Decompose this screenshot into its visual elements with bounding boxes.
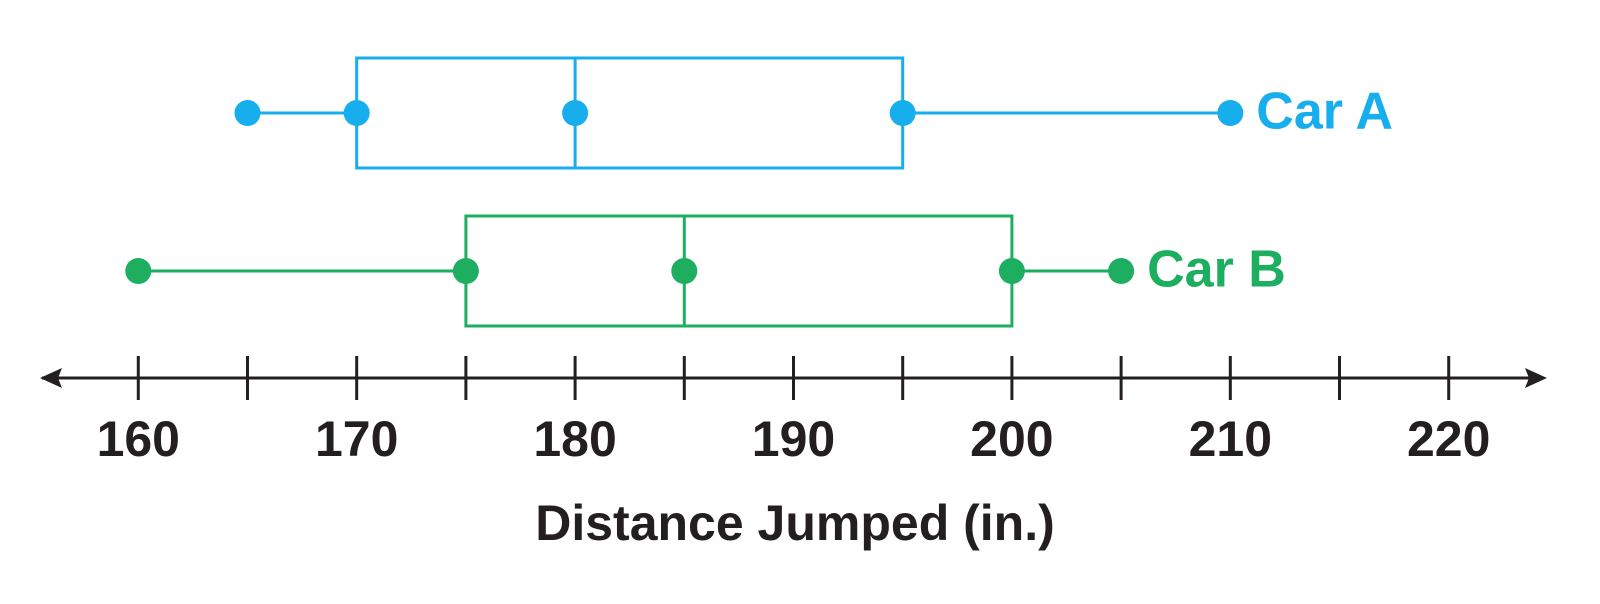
x-tick-label: 190 (752, 411, 835, 467)
box (355, 56, 905, 170)
axis-arrow-right (1525, 368, 1547, 388)
x-tick-label: 220 (1407, 411, 1490, 467)
point (998, 258, 1025, 284)
x-tick-label: 160 (97, 411, 180, 467)
point (1217, 100, 1244, 126)
box (464, 214, 1014, 328)
x-tick-label: 180 (533, 411, 616, 467)
point (1108, 258, 1135, 284)
point (889, 100, 916, 126)
axis-arrow-left (40, 368, 62, 388)
series-label: Car B (1147, 241, 1286, 299)
series-label: Car A (1256, 83, 1393, 141)
x-tick-label: 200 (970, 411, 1053, 467)
point (125, 258, 152, 284)
x-tick-label: 170 (315, 411, 398, 467)
point (562, 100, 589, 126)
point (234, 100, 261, 126)
point (343, 100, 370, 126)
x-axis-label: Distance Jumped (in.) (535, 495, 1055, 551)
x-tick-label: 210 (1189, 411, 1272, 467)
point (452, 258, 479, 284)
point (671, 258, 698, 284)
